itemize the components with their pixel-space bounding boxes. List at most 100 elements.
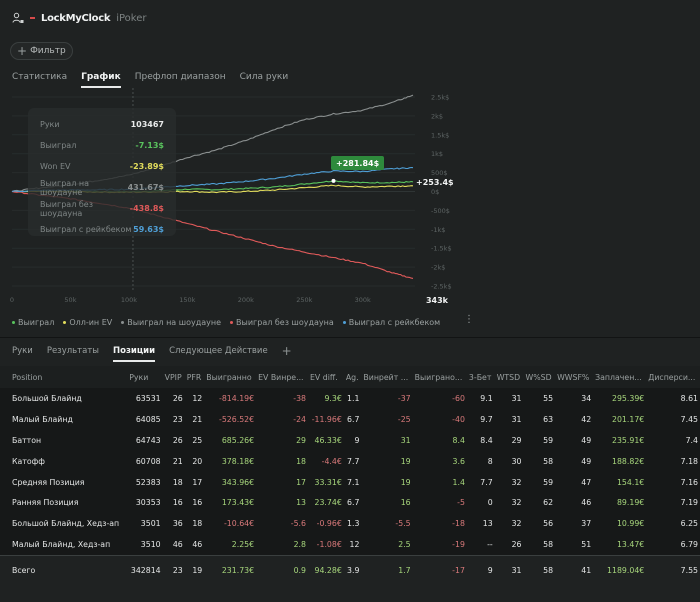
column-header[interactable]: VPIP xyxy=(164,372,182,382)
cell-value: 59 xyxy=(543,435,554,445)
y-tick-label: -2.5k$ xyxy=(431,283,452,291)
add-tab-icon[interactable]: + xyxy=(281,344,292,358)
cell-value: 52383 xyxy=(135,477,161,487)
positions-table: Position Руки VPIP PFR Выигранно EV Винре... E… xyxy=(0,366,700,586)
cell-value: 32 xyxy=(511,498,522,508)
tab-next-action[interactable]: Следующее Действие xyxy=(169,346,268,356)
cell-value: 173.43€ xyxy=(221,498,255,508)
tab-graph[interactable]: График xyxy=(81,72,121,88)
legend-item-allin-ev[interactable]: Олл-ин EV xyxy=(63,318,112,327)
column-header[interactable]: Заплачен... xyxy=(595,372,642,382)
cell-value: -526.52€ xyxy=(219,414,255,424)
column-header[interactable]: EV diff. xyxy=(310,372,338,382)
cell-value: 30353 xyxy=(135,498,161,508)
table-row[interactable]: Малый Блайнд 64085 23 21 -526.52€ -24 -11.96€ 6… xyxy=(0,408,700,430)
cell-value: 23 xyxy=(172,414,183,424)
tooltip-row-won: Выиграл -7.13$ xyxy=(40,135,164,156)
cell-value: 9 xyxy=(487,565,493,575)
table-row[interactable]: Большой Блайнд 63531 26 12 -814.19€ -38 9.3€ 1.… xyxy=(0,388,700,409)
cell-value: 10.99€ xyxy=(616,519,645,529)
cell-value: 26 xyxy=(172,393,183,403)
cell-value: 7.4 xyxy=(685,435,698,445)
legend-dot xyxy=(230,321,234,324)
column-header[interactable]: W%SD xyxy=(525,372,552,382)
cell-value: 154.1€ xyxy=(616,477,645,487)
cell-value: 13 xyxy=(482,519,493,529)
cell-value: 31 xyxy=(511,393,522,403)
end-value-label: +253.4$ xyxy=(416,178,454,187)
filter-button[interactable]: + Фильтр xyxy=(10,42,73,60)
tab-results[interactable]: Результаты xyxy=(46,346,99,356)
tooltip-label: Руки xyxy=(40,120,60,129)
cell-value: 8.4 xyxy=(452,435,465,445)
cell-value: 46 xyxy=(581,498,592,508)
table-row[interactable]: Малый Блайнд, Хедз-ап 3510 46 46 2.25€ 2.8 -1.… xyxy=(0,534,700,556)
cell-value: 58 xyxy=(543,565,554,575)
column-header[interactable]: WTSD xyxy=(496,372,521,382)
column-header[interactable]: Винрейт ... xyxy=(363,372,409,382)
more-options-icon[interactable]: ⋮ xyxy=(464,314,474,325)
column-header[interactable]: Выиграно... xyxy=(414,372,463,382)
cell-value: 9.1 xyxy=(480,393,493,403)
position-name: Средняя Позиция xyxy=(12,477,85,487)
cell-value: 13.47€ xyxy=(616,539,645,549)
cell-value: 7.7 xyxy=(480,477,493,487)
tab-hand-strength[interactable]: Сила руки xyxy=(239,72,289,82)
cell-value: 59 xyxy=(543,477,554,487)
legend-dot xyxy=(63,321,67,324)
cell-value: 9 xyxy=(354,435,360,445)
y-axis-ticks: 2.5k$ 2k$ 1.5k$ 1k$ 500$ 0$ -500$ -1k$ -1.5k$ -2k… xyxy=(431,94,452,291)
y-tick-label: -1k$ xyxy=(431,226,445,234)
table-row[interactable]: Баттон 64743 26 25 685.26€ 29 46.33€ 9 31 8.4 8.4 2… xyxy=(0,429,700,451)
cell-value: 16 xyxy=(192,498,203,508)
position-name: Катофф xyxy=(12,456,45,466)
tab-preflop-range[interactable]: Префлоп диапазон xyxy=(134,72,226,82)
cell-value: 49 xyxy=(581,456,592,466)
tooltip-row-won-ev: Won EV -23.89$ xyxy=(40,156,164,177)
cell-value: 16 xyxy=(400,498,411,508)
cell-value: -5.5 xyxy=(395,519,411,529)
legend-item-won[interactable]: Выиграл xyxy=(12,318,54,327)
column-header[interactable]: 3-Бет xyxy=(468,372,492,382)
column-header[interactable]: EV Винре... xyxy=(258,372,304,382)
cell-value: -1.08€ xyxy=(316,539,342,549)
column-header[interactable]: Position xyxy=(12,372,43,382)
tab-hands[interactable]: Руки xyxy=(12,346,33,356)
tab-statistics[interactable]: Статистика xyxy=(12,72,68,82)
column-header[interactable]: PFR xyxy=(186,372,202,382)
cell-value: 8 xyxy=(487,456,493,466)
tab-positions[interactable]: Позиции xyxy=(113,346,156,362)
cell-value: -10.64€ xyxy=(223,519,255,529)
tooltip-label: Выиграл на шоудауне xyxy=(40,178,89,197)
player-name[interactable]: LockMyClock xyxy=(41,12,111,24)
table-row[interactable]: Средняя Позиция 52383 18 17 343.96€ 17 33.31€ 7… xyxy=(0,471,700,493)
legend-item-showdown[interactable]: Выиграл на шоудауне xyxy=(121,318,221,327)
legend-item-rakeback[interactable]: Выиграл с рейкбеком xyxy=(342,318,440,327)
column-header[interactable]: Ag. xyxy=(345,372,359,382)
tooltip-label: Выиграл xyxy=(40,141,77,150)
cell-value: 295.39€ xyxy=(612,393,645,403)
cell-value: -4.4€ xyxy=(321,456,342,466)
column-header[interactable]: Руки xyxy=(129,372,149,382)
table-tabs: Руки Результаты Позиции Следующее Действ… xyxy=(12,344,292,362)
column-header[interactable]: Выигранно xyxy=(206,372,252,382)
cell-value: 3501 xyxy=(140,519,161,529)
cell-value: 31 xyxy=(511,565,522,575)
cell-value: -11.96€ xyxy=(311,414,342,424)
column-header[interactable]: WWSF% xyxy=(557,372,590,382)
column-header[interactable]: Дисперси... xyxy=(648,372,696,382)
legend-item-non-showdown[interactable]: Выиграл без шоудауна xyxy=(230,318,334,327)
cell-value: 3.9 xyxy=(347,565,360,575)
user-icon[interactable] xyxy=(12,12,24,24)
table-row[interactable]: Ранняя Позиция 30353 16 16 173.43€ 13 23.74€ 6.… xyxy=(0,492,700,514)
cell-value: 7.19 xyxy=(680,498,698,508)
table-row[interactable]: Большой Блайнд, Хедз-ап 3501 36 18 -10.64€ -5… xyxy=(0,513,700,535)
cell-value: 235.91€ xyxy=(612,435,645,445)
cell-value: -5.6 xyxy=(290,519,306,529)
cell-value: 26 xyxy=(511,539,522,549)
cell-value: -37 xyxy=(397,393,411,403)
cell-value: 0 xyxy=(487,498,493,508)
legend-label: Выиграл без шоудауна xyxy=(236,318,334,327)
table-row[interactable]: Катофф 60708 21 20 378.18€ 18 -4.4€ 7.7 19 3.6 8 30… xyxy=(0,450,700,472)
tooltip-value: 59.63$ xyxy=(133,225,164,234)
